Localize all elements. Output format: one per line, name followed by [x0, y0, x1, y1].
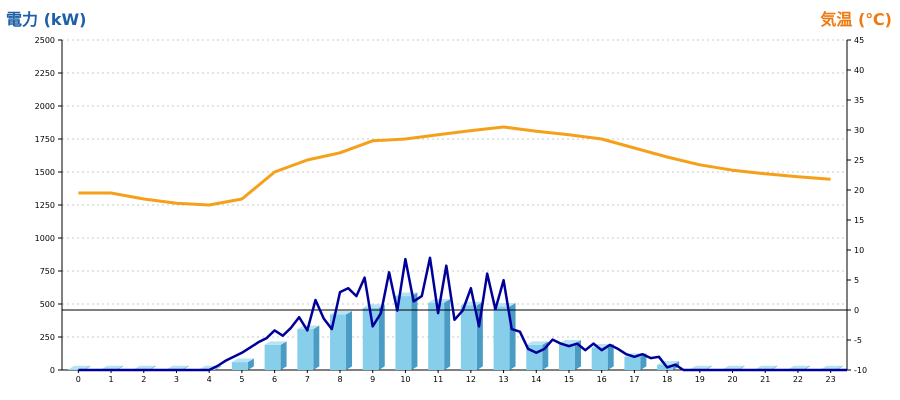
right-tick-label: 10 — [854, 246, 864, 255]
x-tick-label: 9 — [370, 375, 375, 384]
left-tick-label: 250 — [40, 333, 55, 342]
left-tick-label: 500 — [40, 300, 55, 309]
left-tick-label: 2250 — [35, 69, 55, 78]
right-tick-label: 25 — [854, 156, 864, 165]
x-tick-label: 14 — [531, 375, 541, 384]
left-tick-label: 750 — [40, 267, 55, 276]
right-tick-label: -5 — [854, 336, 862, 345]
power-bar — [428, 299, 451, 370]
x-tick-label: 11 — [433, 375, 443, 384]
left-tick-label: 1000 — [35, 234, 55, 243]
x-tick-label: 19 — [695, 375, 705, 384]
right-tick-label: 20 — [854, 186, 864, 195]
power-line — [78, 256, 847, 372]
left-axis-title: 電力 (kW) — [6, 10, 87, 29]
x-tick-label: 10 — [400, 375, 410, 384]
right-tick-label: 45 — [854, 36, 864, 45]
temperature-line — [78, 125, 831, 207]
right-tick-label: 15 — [854, 216, 864, 225]
x-tick-label: 0 — [76, 375, 81, 384]
power-bar — [558, 340, 581, 370]
x-tick-label: 15 — [564, 375, 574, 384]
left-tick-label: 1500 — [35, 168, 55, 177]
left-tick-label: 2500 — [35, 36, 55, 45]
power-bar — [526, 341, 549, 370]
right-tick-label: 35 — [854, 96, 864, 105]
power-bar — [264, 341, 287, 370]
power-bar — [591, 343, 614, 370]
x-tick-label: 21 — [760, 375, 770, 384]
x-tick-label: 5 — [239, 375, 244, 384]
x-tick-label: 8 — [337, 375, 342, 384]
x-tick-label: 22 — [793, 375, 803, 384]
x-tick-label: 2 — [141, 375, 146, 384]
x-tick-label: 16 — [597, 375, 607, 384]
power-bar — [330, 310, 353, 370]
x-tick-label: 13 — [498, 375, 508, 384]
right-tick-label: 40 — [854, 66, 864, 75]
x-tick-label: 20 — [727, 375, 737, 384]
x-tick-label: 23 — [826, 375, 836, 384]
power-bar — [460, 301, 483, 370]
right-tick-label: -10 — [854, 366, 867, 375]
x-tick-label: 18 — [662, 375, 672, 384]
x-tick-label: 1 — [109, 375, 114, 384]
x-tick-label: 12 — [466, 375, 476, 384]
right-tick-label: 0 — [854, 306, 859, 315]
left-tick-label: 1750 — [35, 135, 55, 144]
x-tick-label: 3 — [174, 375, 179, 384]
x-tick-label: 4 — [207, 375, 212, 384]
left-tick-label: 2000 — [35, 102, 55, 111]
right-tick-label: 5 — [854, 276, 859, 285]
right-axis-title: 気温 (℃) — [820, 10, 892, 29]
power-bar — [395, 292, 418, 370]
x-tick-label: 7 — [305, 375, 310, 384]
power-bar — [231, 358, 254, 370]
left-tick-label: 0 — [50, 366, 55, 375]
x-tick-label: 17 — [629, 375, 639, 384]
right-tick-label: 30 — [854, 126, 864, 135]
power-bar — [297, 325, 320, 370]
x-tick-label: 6 — [272, 375, 277, 384]
left-tick-label: 1250 — [35, 201, 55, 210]
power-bar — [493, 303, 516, 370]
